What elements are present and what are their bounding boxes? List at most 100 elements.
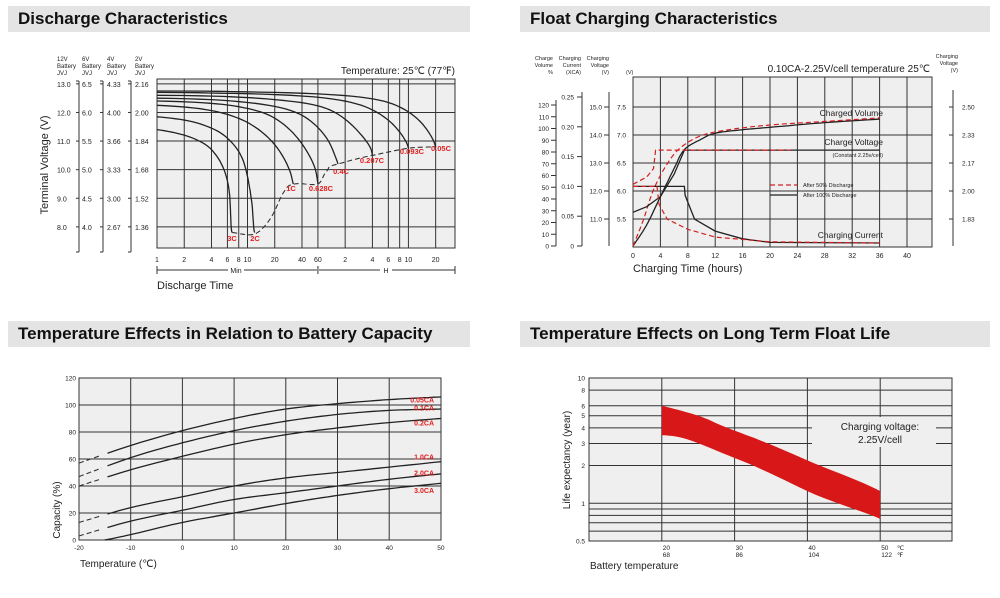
discharge-y-tick-label: 6.5 [82,82,92,89]
float-voltage6-tick-label: 6.5 [617,161,626,168]
discharge-curve-2C [156,116,256,233]
capacity-curve-dashed-2.0CA [78,528,102,537]
float-x-tick-label: 4 [658,253,662,260]
float-volume-axis-header: Charge [535,56,553,62]
discharge-series-label: 2C [250,234,260,243]
float-legend-50: After 50% Discharge [803,183,853,189]
discharge-axis-header: JVJ [107,71,117,77]
discharge-x-tick-label: 10 [405,257,413,264]
discharge-x-axis-label: Discharge Time [157,280,233,292]
float-volume-tick-label: 0 [545,244,549,251]
float-x-tick-label: 40 [903,253,911,260]
capacity-y-axis-label: Capacity (%) [52,481,63,538]
float-label-voltage-note: (Constant 2.25v/cell) [833,153,884,159]
float-header: Float Charging Characteristics [520,6,990,32]
discharge-y-tick-label: 8.0 [57,225,67,232]
float-voltage6-tick-label: 7.0 [617,133,626,140]
capacity-y-tick-label: 60 [69,457,77,464]
life-x-tick-fahrenheit: 104 [808,552,819,559]
float-x-axis-label: Charging Time (hours) [633,263,742,275]
discharge-y-tick-label: 5.0 [82,168,92,175]
capacity-y-tick-label: 100 [65,403,76,410]
discharge-series-label: 1C [286,184,296,193]
capacity-x-tick-label: 0 [181,545,185,552]
float-voltage12-tick-label: 13.0 [589,161,602,168]
float-voltage12-tick-label: 15.0 [589,105,602,112]
float-x-tick-label: 20 [766,253,774,260]
float-volume-tick-label: 60 [542,173,550,180]
discharge-y-tick-label: 12.0 [57,110,71,117]
float-x-tick-label: 8 [686,253,690,260]
discharge-y-tick-label: 3.33 [107,168,121,175]
capacity-x-tick-label: 30 [334,545,342,552]
capacity-series-label: 0.2CA [414,421,434,428]
life-y-tick-label: 1 [581,501,585,508]
float-x-tick-label: 12 [711,253,719,260]
temp-capacity-header: Temperature Effects in Relation to Batte… [8,321,470,347]
discharge-y-tick-label: 1.36 [135,225,149,232]
discharge-axis-header: JVJ [135,71,145,77]
discharge-y-tick-label: 4.33 [107,82,121,89]
capacity-curve-0.1CA [107,408,441,467]
life-x-tick-celsius: 50 [881,545,889,552]
float-voltage6-tick-label: 7.5 [617,105,626,112]
float-x-tick-label: 28 [821,253,829,260]
life-expectancy-band [661,405,881,519]
capacity-y-tick-label: 80 [69,430,77,437]
float-current-axis-header: Current [563,63,582,69]
capacity-x-tick-label: 40 [386,545,394,552]
discharge-series-label: 3C [227,234,237,243]
capacity-curve-0.2CA [107,417,441,478]
float-voltage6-axis-header: (V) [626,70,634,76]
life-x-tick-fahrenheit: 86 [736,552,744,559]
life-x-tick-celsius: 40 [808,545,816,552]
capacity-curve-dashed-0.1CA [78,467,102,478]
float-voltage12-tick-label: 11.0 [590,217,603,224]
life-annotation-line1: Charging voltage: [841,422,919,433]
discharge-y-tick-label: 5.5 [82,139,92,146]
life-x-tick-fahrenheit: 122 [881,552,892,559]
capacity-series-label: 3.0CA [414,488,434,495]
float-label-charged-volume: Charged Volume [820,108,884,118]
float-voltage12-tick-label: 14.0 [589,133,602,140]
discharge-header: Discharge Characteristics [8,6,470,32]
discharge-curve-0.207C [156,94,374,156]
discharge-series-label: 0.05C [431,144,452,153]
life-x-unit-fahrenheit: ℉ [897,552,904,559]
capacity-series-label: 1.0CA [414,454,434,461]
discharge-y-tick-label: 3.00 [107,196,121,203]
capacity-x-tick-label: 50 [437,545,445,552]
capacity-y-tick-label: 120 [65,376,76,383]
capacity-curve-1.0CA [107,461,441,515]
float-volume-tick-label: 100 [538,126,549,133]
discharge-y-tick-label: 10.0 [57,168,71,175]
float-volume-tick-label: 80 [542,150,550,157]
float-voltage2-tick-label: 2.00 [962,189,975,196]
float-voltage2-tick-label: 2.50 [962,105,975,112]
life-y-tick-label: 8 [581,388,585,395]
discharge-curve-3C [156,128,233,233]
discharge-min-label-bg [228,265,244,275]
discharge-axis-header: Battery [107,64,126,70]
life-x-tick-celsius: 30 [736,545,744,552]
life-x-tick-fahrenheit: 68 [663,552,671,559]
life-y-tick-label: 0.5 [576,539,585,546]
discharge-y-tick-label: 4.0 [82,225,92,232]
capacity-curve-dashed-1.0CA [78,515,102,524]
discharge-curve-0.093C [156,91,410,149]
discharge-series-label: 0.628C [309,184,334,193]
discharge-x-tick-label: 1 [155,257,159,264]
float-current-tick-label: 0.20 [561,124,574,131]
life-y-tick-label: 3 [581,441,585,448]
float-voltage6-tick-label: 6.0 [617,189,626,196]
capacity-x-tick-label: 20 [282,545,290,552]
float-volume-axis-header: % [548,70,553,76]
float-voltage2-axis-header: Charging [936,54,958,60]
float-x-tick-label: 24 [794,253,802,260]
capacity-x-tick-label: 10 [230,545,238,552]
discharge-x-tick-label: 20 [271,257,279,264]
float-voltage12-tick-label: 12.0 [589,189,602,196]
float-current-tick-label: 0.10 [561,184,574,191]
float-volume-tick-label: 30 [542,208,550,215]
